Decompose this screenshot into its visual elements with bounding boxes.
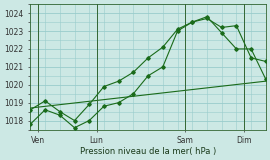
X-axis label: Pression niveau de la mer( hPa ): Pression niveau de la mer( hPa ) [80, 147, 216, 156]
